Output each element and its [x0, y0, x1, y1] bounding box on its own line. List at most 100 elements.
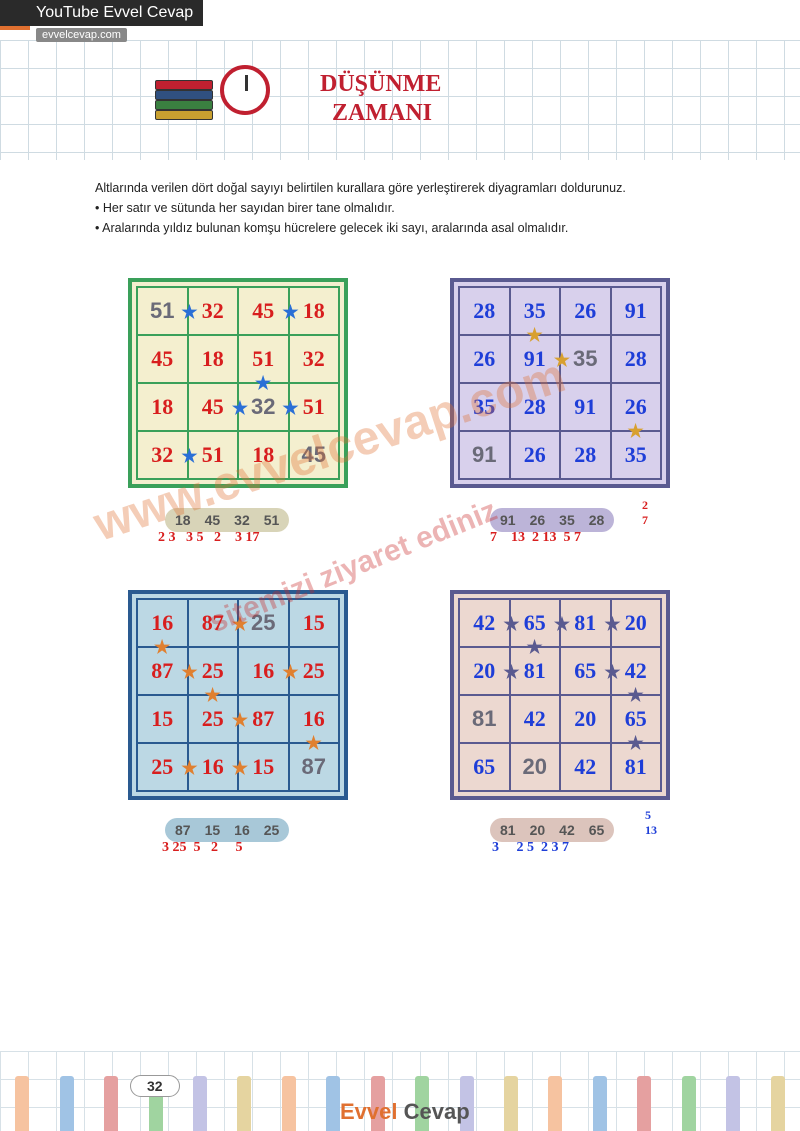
puzzle-cell: 28	[510, 383, 561, 431]
book-stack-icon	[155, 80, 215, 130]
puzzle-cell: 32	[289, 335, 340, 383]
puzzle-cell: 32★	[137, 431, 188, 479]
star-icon: ★	[527, 325, 543, 346]
pencil-icon	[237, 1076, 251, 1131]
pencil-icon	[682, 1076, 696, 1131]
pencil-icon	[326, 1076, 340, 1131]
puzzle-cell: 16★	[137, 599, 188, 647]
pill-value: 20	[530, 822, 546, 838]
factor-annotation-side: 2 7	[642, 498, 648, 528]
number-pill: 87 15 16 25	[165, 818, 289, 842]
puzzle-cell: 45	[289, 431, 340, 479]
puzzle-cell: 91	[560, 383, 611, 431]
factor-annotation: 7 13 2 13 5 7	[490, 530, 581, 546]
pencil-icon	[771, 1076, 785, 1131]
puzzle-cell: 18	[238, 431, 289, 479]
puzzle-cell: 28	[611, 335, 662, 383]
puzzle-cell: 28	[560, 431, 611, 479]
star-icon: ★	[232, 614, 248, 635]
star-icon: ★	[181, 758, 197, 779]
star-icon: ★	[604, 662, 620, 683]
star-icon: ★	[282, 662, 298, 683]
pencil-icon	[15, 1076, 29, 1131]
star-icon: ★	[232, 758, 248, 779]
star-icon: ★	[255, 373, 271, 394]
star-icon: ★	[282, 398, 298, 419]
number-pill: 81204265	[490, 818, 614, 842]
pill-value: 28	[589, 512, 605, 528]
youtube-banner: YouTube Evvel Cevap	[0, 0, 203, 26]
pill-value: 35	[559, 512, 575, 528]
factor-annotation: 2 3 3 5 2 3 17	[158, 530, 260, 546]
pencil-icon	[637, 1076, 651, 1131]
puzzle-cell: 45	[137, 335, 188, 383]
star-icon: ★	[503, 662, 519, 683]
number-pill: 18 45 32 51	[165, 508, 289, 532]
puzzle-cell: 18	[188, 335, 239, 383]
factor-annotation-side: 5 13	[645, 808, 657, 838]
number-pill: 91263528	[490, 508, 614, 532]
pencil-icon	[593, 1076, 607, 1131]
pencil-icon	[504, 1076, 518, 1131]
puzzle-grid: 16★87★251587★25★16★251525★8716★25★16★158…	[128, 590, 348, 800]
star-icon: ★	[181, 662, 197, 683]
pill-value: 18	[175, 512, 191, 528]
puzzle-grid: 2835★26912691★352835289126★91262835	[450, 278, 670, 488]
puzzle-cell: 35	[459, 383, 510, 431]
puzzle-cell: 16★	[289, 695, 340, 743]
puzzle-cell: 51★	[137, 287, 188, 335]
puzzle-cell: 91	[459, 431, 510, 479]
pencil-icon	[60, 1076, 74, 1131]
title-line1: DÜŞÜNME	[320, 71, 441, 97]
star-icon: ★	[181, 446, 197, 467]
puzzle-cell: 20	[560, 695, 611, 743]
puzzle-grid: 51★3245★18451851★321845★32★5132★511845	[128, 278, 348, 488]
puzzle-cell: 45★	[238, 287, 289, 335]
bottom-logo: Evvel Cevap	[340, 1099, 470, 1125]
title-line2: ZAMANI	[332, 100, 432, 126]
star-icon: ★	[628, 685, 644, 706]
url-banner: evvelcevap.com	[36, 28, 127, 42]
star-icon: ★	[205, 685, 221, 706]
puzzle-cell: 87★	[188, 599, 239, 647]
puzzle-cell: 20★	[459, 647, 510, 695]
page-number: 32	[130, 1075, 180, 1097]
puzzle-cell: 45★	[188, 383, 239, 431]
puzzle-cell: 25★	[137, 743, 188, 791]
puzzle-cell: 15	[137, 695, 188, 743]
puzzle-cell: 65	[459, 743, 510, 791]
pill-value: 87	[175, 822, 191, 838]
pill-value: 16	[234, 822, 250, 838]
star-icon: ★	[232, 398, 248, 419]
pencil-icon	[193, 1076, 207, 1131]
logo-cevap: Cevap	[398, 1099, 470, 1124]
puzzle-cell: 91	[611, 287, 662, 335]
pencil-icon	[726, 1076, 740, 1131]
pill-value: 25	[264, 822, 280, 838]
puzzle-grid: 42★65★★81★2020★8165★42★81422065★65204281	[450, 590, 670, 800]
instruction-rule1: • Her satır ve sütunda her sayıdan birer…	[95, 198, 725, 218]
factor-annotation: 3 25 5 2 5	[162, 840, 243, 856]
star-icon: ★	[628, 421, 644, 442]
page-title: DÜŞÜNME ZAMANI	[320, 70, 441, 128]
pill-value: 15	[205, 822, 221, 838]
puzzle-cell: 18	[137, 383, 188, 431]
puzzle-cell: 26	[510, 431, 561, 479]
puzzle-cell: 81	[459, 695, 510, 743]
pill-value: 45	[205, 512, 221, 528]
star-icon: ★	[181, 302, 197, 323]
instruction-main: Altlarında verilen dört doğal sayıyı bel…	[95, 178, 725, 198]
pill-value: 42	[559, 822, 575, 838]
puzzle-cell: 16★	[238, 647, 289, 695]
star-icon: ★	[527, 637, 543, 658]
puzzle-cell: 28	[459, 287, 510, 335]
instruction-rule2: • Aralarında yıldız bulunan komşu hücrel…	[95, 218, 725, 238]
pill-value: 32	[234, 512, 250, 528]
clock-icon	[220, 65, 270, 115]
factor-annotation: 3 2 5 2 3 7	[492, 840, 569, 856]
pill-value: 51	[264, 512, 280, 528]
star-icon: ★	[306, 733, 322, 754]
puzzle-cell: 26★	[611, 383, 662, 431]
logo-evvel: Evvel	[340, 1099, 398, 1124]
puzzle-cell: 15	[289, 599, 340, 647]
